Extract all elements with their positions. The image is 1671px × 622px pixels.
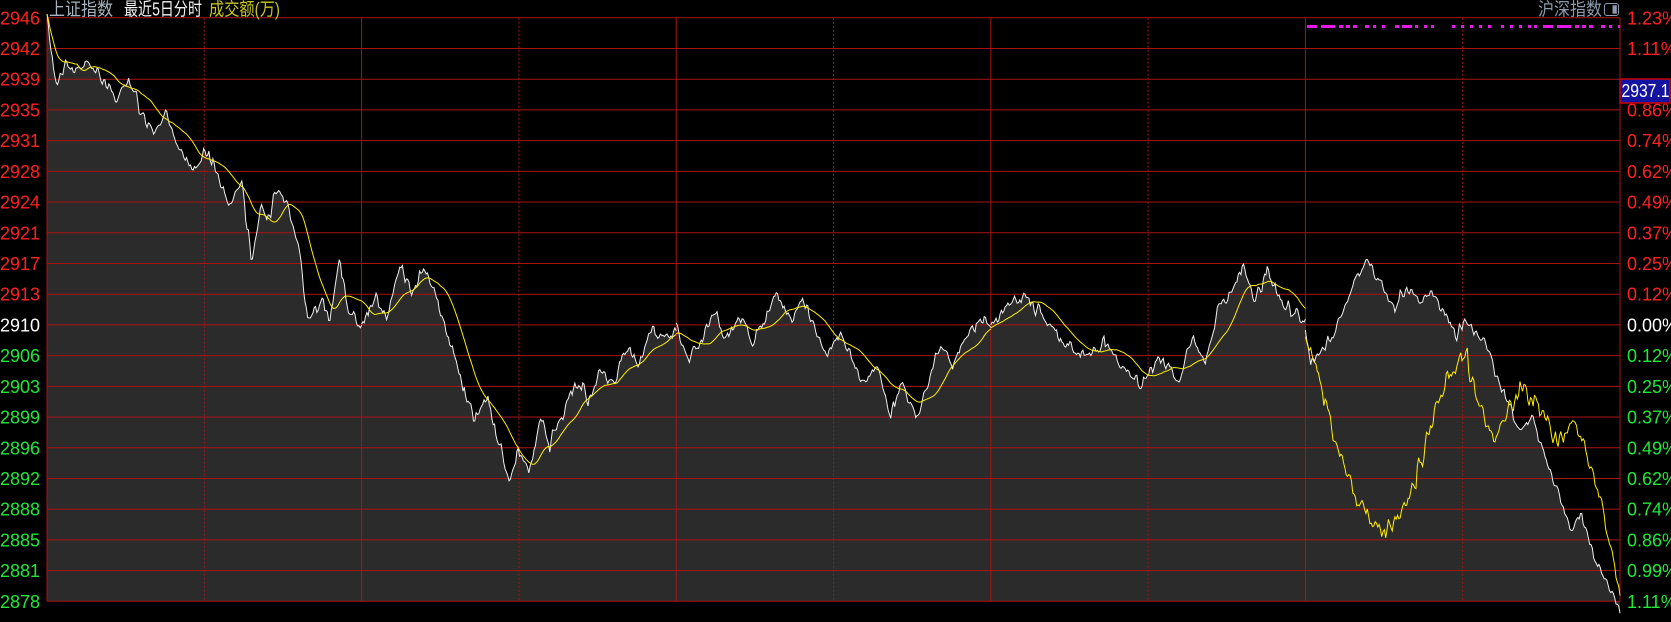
svg-text:2896: 2896 (0, 438, 40, 458)
svg-text:2935: 2935 (0, 100, 40, 120)
svg-text:2878: 2878 (0, 592, 40, 612)
svg-text:上证指数: 上证指数 (49, 0, 113, 20)
svg-text:2921: 2921 (0, 223, 40, 243)
svg-text:2892: 2892 (0, 469, 40, 489)
svg-text:2942: 2942 (0, 39, 40, 59)
svg-text:0.12%: 0.12% (1627, 285, 1671, 305)
svg-text:0.25%: 0.25% (1627, 254, 1671, 274)
svg-text:2917: 2917 (0, 254, 40, 274)
svg-text:2881: 2881 (0, 561, 40, 581)
svg-text:0.74%: 0.74% (1627, 500, 1671, 520)
svg-text:2910: 2910 (0, 315, 40, 335)
svg-text:0.25%: 0.25% (1627, 377, 1671, 397)
svg-text:2885: 2885 (0, 530, 40, 550)
svg-text:0.86%: 0.86% (1627, 530, 1671, 550)
svg-text:0.00%: 0.00% (1627, 315, 1671, 335)
svg-text:2939: 2939 (0, 70, 40, 90)
svg-text:2903: 2903 (0, 377, 40, 397)
svg-text:2946: 2946 (0, 8, 40, 28)
svg-text:0.37%: 0.37% (1627, 223, 1671, 243)
svg-text:0.99%: 0.99% (1627, 561, 1671, 581)
svg-text:2928: 2928 (0, 162, 40, 182)
svg-text:0.37%: 0.37% (1627, 408, 1671, 428)
svg-text:1.11%: 1.11% (1627, 39, 1671, 59)
svg-text:1.11%: 1.11% (1627, 592, 1671, 612)
svg-text:2931: 2931 (0, 131, 40, 151)
svg-text:成交额(万): 成交额(万) (209, 0, 280, 20)
svg-text:2899: 2899 (0, 408, 40, 428)
svg-text:2913: 2913 (0, 285, 40, 305)
svg-text:1.23%: 1.23% (1627, 8, 1671, 28)
svg-text:2937.1: 2937.1 (1622, 81, 1670, 101)
svg-text:2906: 2906 (0, 346, 40, 366)
svg-text:0.62%: 0.62% (1627, 469, 1671, 489)
svg-text:2888: 2888 (0, 500, 40, 520)
svg-text:0.49%: 0.49% (1627, 438, 1671, 458)
svg-text:0.12%: 0.12% (1627, 346, 1671, 366)
svg-text:0.74%: 0.74% (1627, 131, 1671, 151)
svg-text:2924: 2924 (0, 193, 40, 213)
svg-text:最近5日分时: 最近5日分时 (124, 0, 202, 20)
svg-text:0.62%: 0.62% (1627, 162, 1671, 182)
svg-text:0.49%: 0.49% (1627, 193, 1671, 213)
svg-text:沪深指数: 沪深指数 (1538, 0, 1602, 20)
